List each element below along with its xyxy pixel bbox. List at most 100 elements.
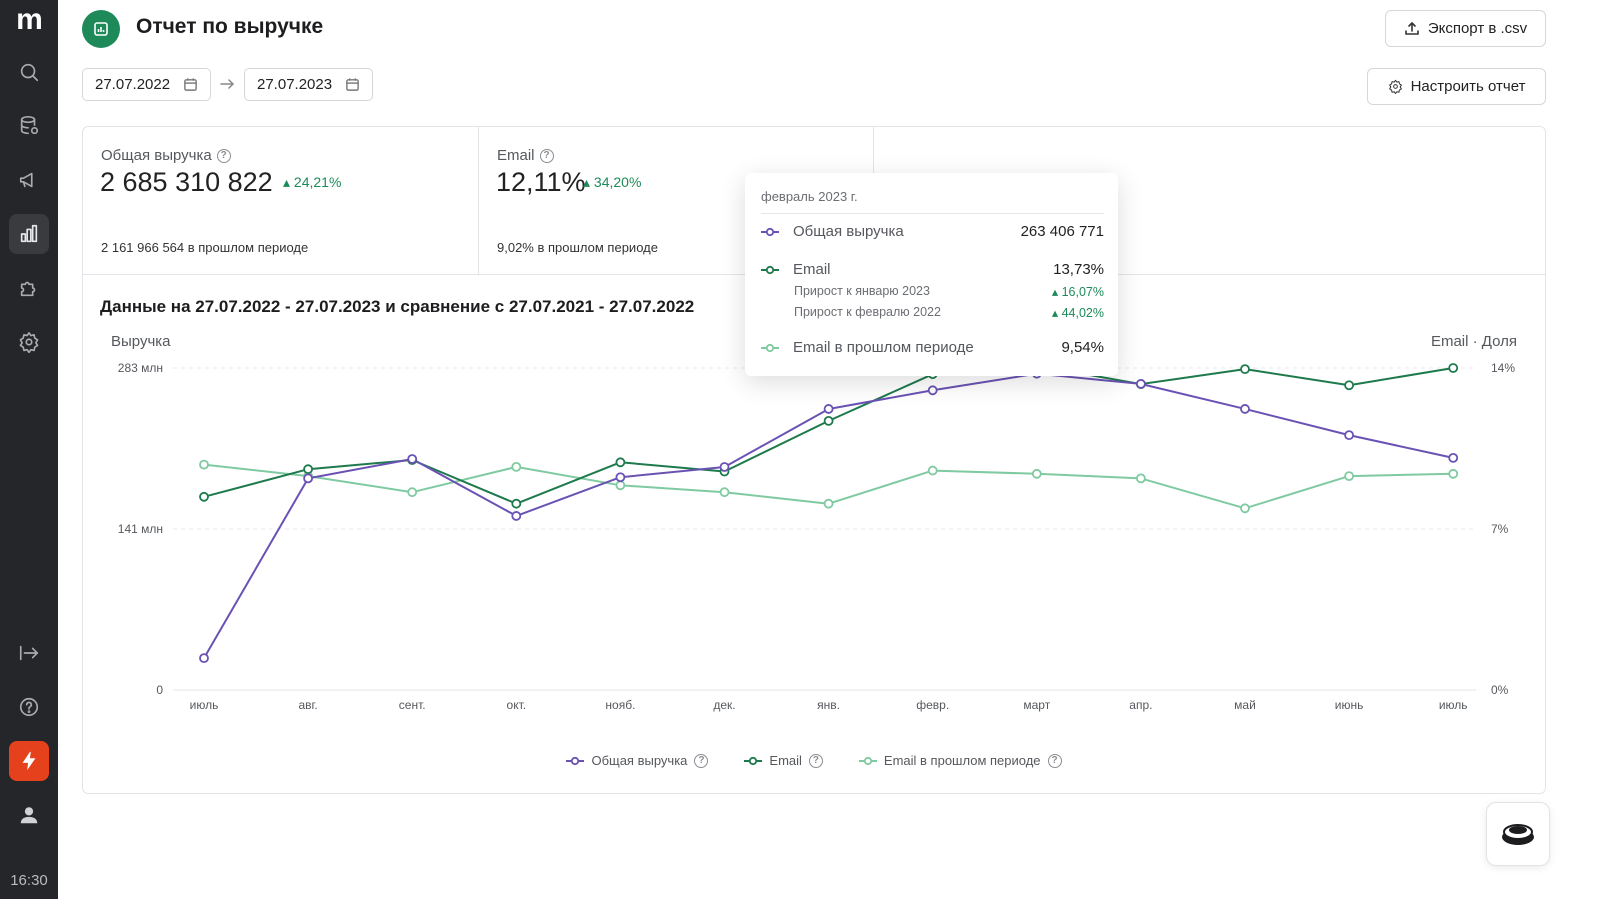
nav-integrations[interactable] xyxy=(9,268,49,308)
data-point xyxy=(199,459,209,470)
x-tick-label: нояб. xyxy=(605,698,635,712)
exit-arrow-icon xyxy=(19,645,39,661)
nav-notifications[interactable] xyxy=(9,741,49,781)
x-tick-label: апр. xyxy=(1129,698,1152,712)
data-point xyxy=(407,487,418,498)
series-marker xyxy=(761,227,779,236)
kpi-total-revenue[interactable]: Общая выручка ? 2 685 310 822 ▴ 24,21% 2… xyxy=(83,127,479,275)
tooltip-divider xyxy=(761,213,1104,214)
y-tick-label-left: 0 xyxy=(156,683,163,697)
x-tick-label: авг. xyxy=(298,698,317,712)
data-point xyxy=(615,457,626,468)
left-nav-rail: m 16:30 xyxy=(0,0,58,899)
kpi-email[interactable]: Email ? 12,11% ▴ 34,20% 9,02% в прошлом … xyxy=(479,127,874,275)
y-axis-left-title: Выручка xyxy=(111,333,171,350)
nav-settings[interactable] xyxy=(9,322,49,362)
legend-label: Общая выручка xyxy=(591,753,688,768)
data-point xyxy=(1448,468,1459,479)
data-point xyxy=(1344,380,1354,391)
user-icon xyxy=(20,807,38,824)
tooltip-subrow: Прирост к январю 2023 ▴ 16,07% xyxy=(794,284,1104,299)
calendar-icon xyxy=(184,78,197,91)
date-from-input[interactable]: 27.07.2022 xyxy=(82,68,211,101)
data-point xyxy=(719,487,730,498)
x-tick-label: июль xyxy=(1439,698,1468,712)
x-tick-label: окт. xyxy=(507,698,527,712)
series-line xyxy=(203,364,1454,505)
legend-marker xyxy=(744,756,763,765)
kpi-label-text: Общая выручка xyxy=(101,147,212,164)
nav-search[interactable] xyxy=(9,52,49,92)
data-point xyxy=(1344,430,1354,441)
data-point xyxy=(615,472,626,483)
data-point xyxy=(511,461,522,472)
chart-tooltip: февраль 2023 г. Общая выручка 263 406 77… xyxy=(745,173,1118,376)
y-tick-label-left: 141 млн xyxy=(118,522,163,536)
y-tick-label-left: 283 млн xyxy=(118,361,163,375)
calendar-icon xyxy=(346,78,359,91)
revenue-chart[interactable]: 0 0% 141 млн 7% 283 млн 14% июль авг. сент. окт. н… xyxy=(83,127,1547,795)
data-point xyxy=(1448,452,1459,463)
report-badge xyxy=(82,10,120,48)
data-point xyxy=(823,415,834,426)
data-point xyxy=(511,498,522,509)
legend-label: Email в прошлом периоде xyxy=(883,753,1041,768)
puzzle-icon xyxy=(20,281,36,297)
data-point xyxy=(199,491,209,502)
export-csv-button[interactable]: Экспорт в .csv xyxy=(1385,10,1546,47)
legend-item-total-revenue[interactable]: Общая выручка ? xyxy=(566,753,709,768)
nav-profile[interactable] xyxy=(9,795,49,835)
chart-legend: Общая выручка ? Email ? Email в прошлом … xyxy=(83,753,1545,768)
date-to-input[interactable]: 27.07.2023 xyxy=(244,68,373,101)
tooltip-subrow-delta: ▴ 44,02% xyxy=(1051,306,1104,320)
megaphone-icon xyxy=(19,172,33,188)
data-point xyxy=(1448,363,1459,373)
gear-icon xyxy=(19,332,39,353)
legend-label: Email xyxy=(769,753,802,768)
tooltip-subrow-label: Прирост к январю 2023 xyxy=(794,284,930,298)
lightning-icon xyxy=(22,751,36,771)
question-icon[interactable]: ? xyxy=(216,148,231,163)
upload-icon xyxy=(1405,21,1419,35)
kpi-label: Email ? xyxy=(497,147,554,164)
tooltip-month: февраль 2023 г. xyxy=(761,189,858,204)
tooltip-row-label: Email xyxy=(793,261,831,278)
app-logo[interactable]: m xyxy=(16,3,43,36)
configure-report-label: Настроить отчет xyxy=(1410,78,1526,95)
question-icon[interactable]: ? xyxy=(694,753,709,768)
legend-item-email-previous[interactable]: Email в прошлом периоде ? xyxy=(858,753,1062,768)
question-icon[interactable]: ? xyxy=(1047,753,1062,768)
data-point xyxy=(823,498,834,509)
y-axis-right-title: Email · Доля xyxy=(1430,333,1517,350)
data-point xyxy=(407,454,418,464)
data-point xyxy=(927,465,938,476)
data-point xyxy=(511,511,522,521)
tooltip-subrow: Прирост к февралю 2022 ▴ 44,02% xyxy=(794,305,1104,320)
nav-database[interactable] xyxy=(9,106,49,146)
configure-report-button[interactable]: Настроить отчет xyxy=(1367,68,1546,105)
question-icon[interactable]: ? xyxy=(539,148,554,163)
arrow-right-icon xyxy=(219,76,235,92)
nav-collapse[interactable] xyxy=(9,633,49,673)
search-icon xyxy=(20,63,39,82)
data-point xyxy=(303,464,314,475)
nav-reports[interactable] xyxy=(9,214,49,254)
date-to-value: 27.07.2023 xyxy=(257,76,333,93)
tooltip-row-email-previous: Email в прошлом периоде 9,54% xyxy=(761,339,1104,356)
x-tick-label: июль xyxy=(190,698,219,712)
x-tick-label: март xyxy=(1023,698,1050,712)
question-icon[interactable]: ? xyxy=(808,753,823,768)
chart-title: Данные на 27.07.2022 - 27.07.2023 и срав… xyxy=(100,297,695,316)
nav-help[interactable] xyxy=(9,687,49,727)
tooltip-row-label: Email в прошлом периоде xyxy=(793,339,974,356)
database-icon xyxy=(20,116,39,135)
nav-campaigns[interactable] xyxy=(9,160,49,200)
legend-item-email[interactable]: Email ? xyxy=(744,753,823,768)
data-point xyxy=(1136,473,1146,484)
tooltip-subrow-value: 16,07% xyxy=(1061,285,1104,299)
kpi-empty-slot xyxy=(874,127,1545,275)
support-chat-button[interactable] xyxy=(1486,802,1550,866)
data-point xyxy=(719,462,730,472)
y-tick-label-right: 14% xyxy=(1491,361,1515,375)
kpi-previous: 9,02% в прошлом периоде xyxy=(497,240,658,255)
